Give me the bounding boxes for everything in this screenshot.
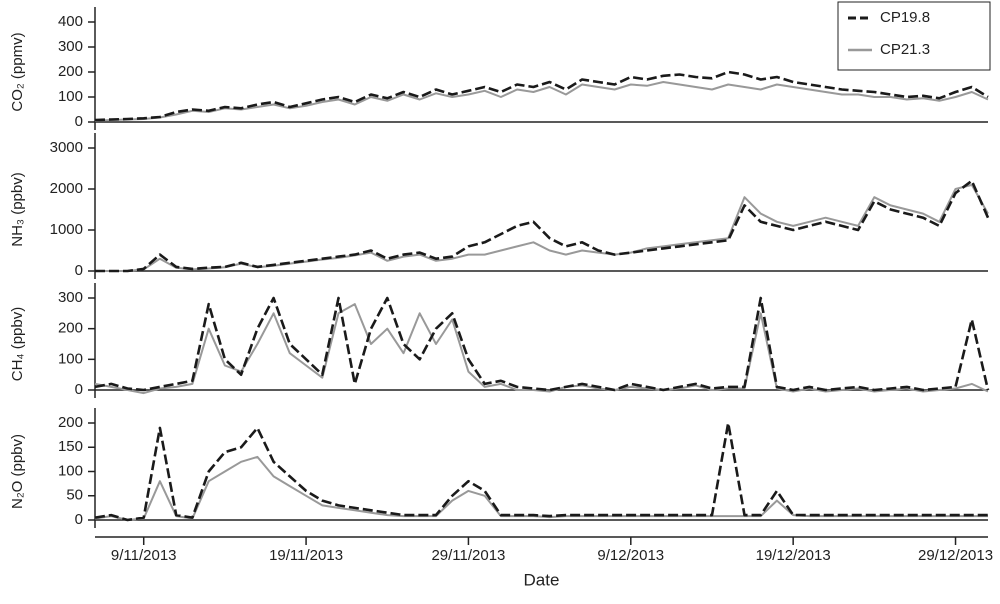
legend-label: CP19.8	[880, 9, 930, 26]
y-axis-label: CH₄ (ppbv)	[9, 307, 26, 381]
y-axis-label: NH₃ (ppbv)	[9, 172, 26, 246]
y-tick-label: 300	[58, 289, 83, 306]
y-axis-label: N₂O (ppbv)	[9, 434, 26, 509]
y-tick-label: 0	[75, 113, 83, 130]
y-tick-label: 200	[58, 414, 83, 431]
series-line	[94, 455, 988, 521]
y-tick-label: 100	[58, 350, 83, 367]
y-tick-label: 0	[75, 381, 83, 398]
y-tick-label: 50	[66, 487, 83, 504]
series-line	[94, 303, 989, 395]
y-tick-label: 1000	[50, 221, 83, 238]
x-tick-label: 19/12/2013	[756, 547, 831, 564]
y-tick-label: 150	[58, 438, 83, 455]
series-line	[94, 70, 989, 122]
series-line	[95, 179, 990, 273]
x-tick-label: 9/12/2013	[597, 547, 664, 564]
y-axis-label: CO₂ (ppmv)	[9, 32, 26, 111]
y-tick-label: 200	[58, 63, 83, 80]
y-tick-label: 100	[58, 88, 83, 105]
y-tick-label: 2000	[50, 180, 83, 197]
y-tick-label: 0	[75, 511, 83, 528]
x-axis-label: Date	[524, 570, 560, 589]
y-tick-label: 300	[58, 38, 83, 55]
y-tick-label: 200	[58, 320, 83, 337]
x-tick-label: 29/11/2013	[431, 547, 505, 564]
x-tick-label: 29/12/2013	[918, 547, 993, 564]
legend-label: CP21.3	[880, 41, 930, 58]
x-tick-label: 19/11/2013	[269, 547, 343, 564]
y-tick-label: 100	[58, 462, 83, 479]
y-tick-label: 400	[58, 13, 83, 30]
series-line	[94, 296, 990, 392]
y-tick-label: 3000	[50, 139, 83, 156]
legend-box	[837, 1, 991, 71]
x-tick-label: 9/11/2013	[111, 547, 177, 564]
series-line	[94, 421, 988, 522]
y-tick-label: 0	[75, 262, 83, 279]
series-line	[94, 81, 989, 122]
